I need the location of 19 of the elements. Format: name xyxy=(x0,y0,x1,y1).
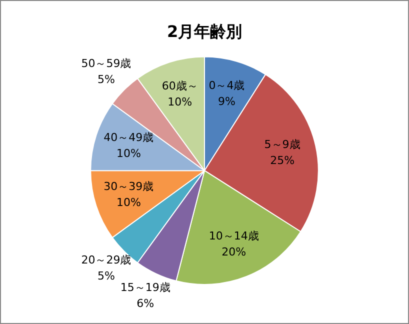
slice-label: 15～19歳 xyxy=(120,281,170,294)
data-label: 6% xyxy=(136,297,154,310)
slice-label: 40～49歳 xyxy=(104,130,154,144)
data-label: 10% xyxy=(116,146,141,160)
data-label: 9% xyxy=(218,94,236,108)
data-label: 10% xyxy=(168,96,192,109)
chart-title: 2月年齢別 xyxy=(166,22,242,41)
slice-label: 0～4歳 xyxy=(208,78,245,92)
slice-label: 10～14歳 xyxy=(208,230,259,243)
slice-label: 50～59歳 xyxy=(81,57,132,70)
data-label: 25% xyxy=(270,154,295,168)
slice-label: 5～9歳 xyxy=(264,138,300,152)
slice-label: 30～39歳 xyxy=(104,180,154,194)
data-label: 10% xyxy=(116,196,141,210)
slice-label: 20～29歳 xyxy=(81,254,132,267)
slice-label: 60歳～ xyxy=(162,80,198,93)
data-label: 5% xyxy=(98,270,115,283)
data-label: 5% xyxy=(98,73,115,86)
data-label: 20% xyxy=(222,246,246,259)
